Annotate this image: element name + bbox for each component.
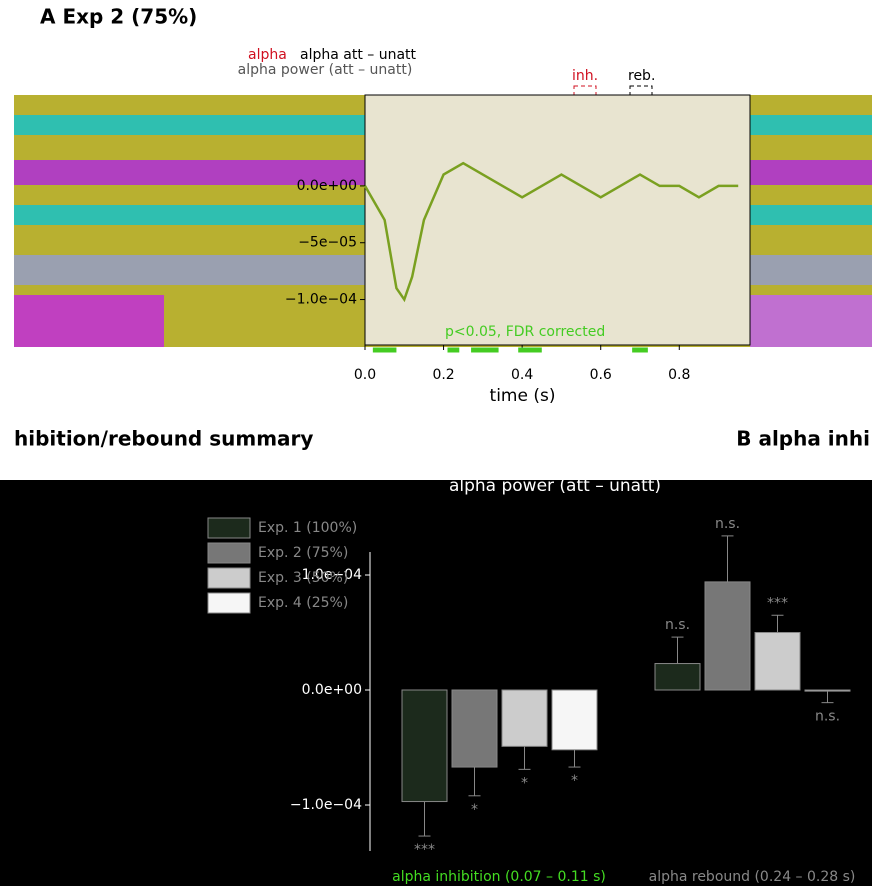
chart-title: alpha power (att – unatt) [238,62,413,78]
x-tick-label: alpha rebound (0.24 – 0.28 s) [649,869,856,885]
legend-label: Exp. 3 (50%) [258,570,348,586]
y-tick-label: 0.0e+00 [302,682,362,698]
bar [654,663,701,691]
legend-label: Exp. 2 (75%) [258,545,348,561]
legend-swatch [207,567,251,589]
x-tick-label: alpha inhibition (0.07 – 0.11 s) [392,869,606,885]
x-tick-label: 0.4 [511,367,533,383]
significance-label: n.s. [665,617,690,633]
annotation: p<0.05, FDR corrected [445,324,605,340]
panel-label: A Exp 2 (75%) [40,5,197,29]
significance-label: n.s. [815,709,840,725]
plot-area [364,94,751,346]
y-tick-label: −5e−05 [298,235,357,251]
significance-label: *** [414,842,435,858]
bar [754,632,801,691]
legend-swatch [207,542,251,564]
significance-label: * [571,773,578,789]
x-tick-label: 0.8 [668,367,690,383]
legend-label: Exp. 4 (25%) [258,595,348,611]
bar [401,689,448,803]
y-tick-label: −1.0e−04 [285,292,357,308]
x-axis-label: time (s) [490,386,556,406]
significance-label: n.s. [715,516,740,532]
band [750,295,872,347]
bar [501,689,548,747]
legend-alpha: alpha [248,47,287,63]
band [14,295,164,347]
significance-label: * [521,775,528,791]
x-tick-label: 0.6 [590,367,612,383]
bar [804,689,851,692]
legend-swatch [207,592,251,614]
significance-label: *** [767,595,788,611]
legend-contrast: alpha att – unatt [300,47,417,63]
chart-title: alpha power (att – unatt) [449,476,661,496]
summary-title: hibition/rebound summary [14,427,313,451]
legend-swatch [207,517,251,539]
bar [704,581,751,691]
significance-label: * [471,802,478,818]
legend-label: Exp. 1 (100%) [258,520,357,536]
panel-b-title: B alpha inhi [736,427,870,451]
y-tick-label: 1.0e−04 [302,567,363,583]
bar [551,689,598,751]
data-line [363,161,739,303]
bar [451,689,498,768]
reb-label: reb. [628,68,655,84]
inh-label: inh. [572,68,598,84]
y-tick-label: 0.0e+00 [297,178,357,194]
y-tick-label: −1.0e−04 [290,797,362,813]
x-tick-label: 0.0 [354,367,376,383]
x-tick-label: 0.2 [432,367,454,383]
